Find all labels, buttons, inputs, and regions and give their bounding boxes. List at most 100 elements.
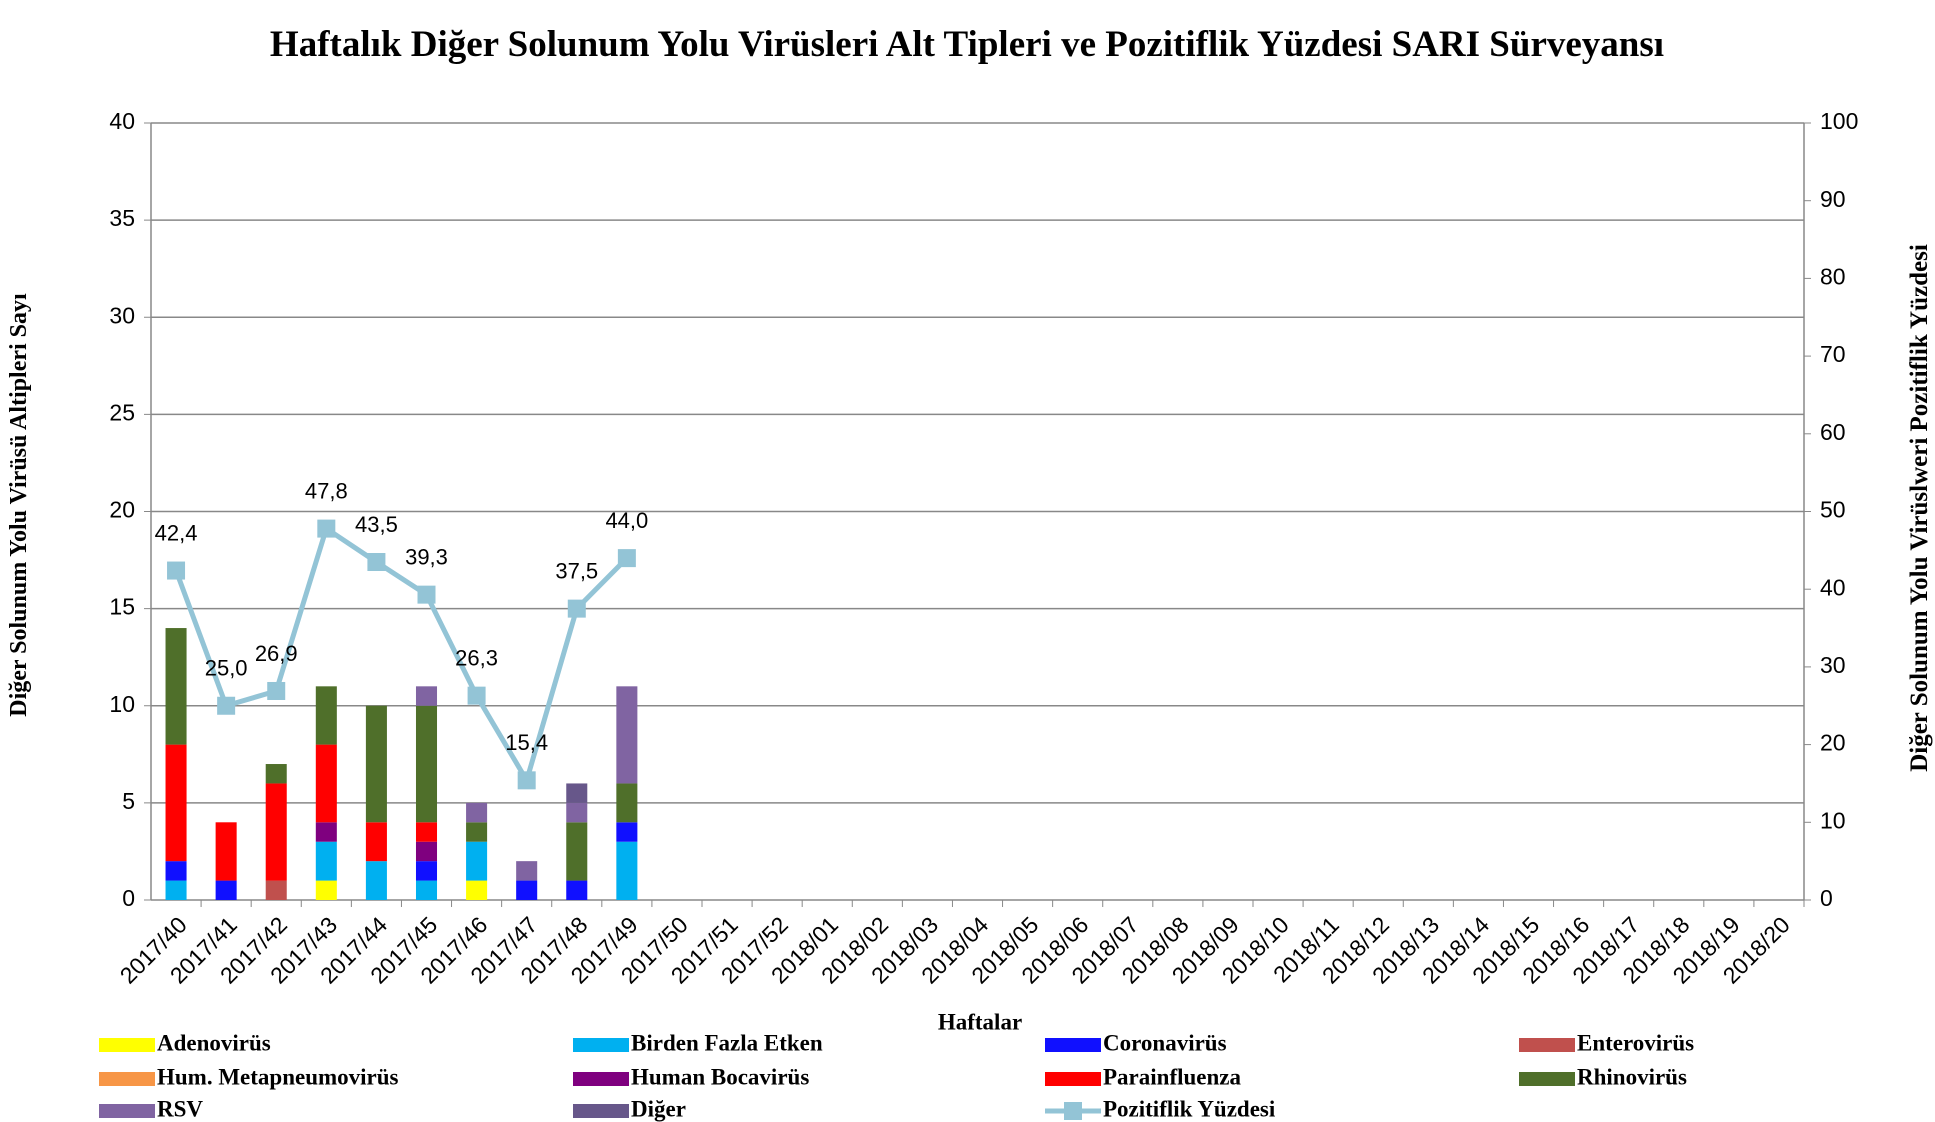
bar-segment: [365, 822, 387, 862]
bar-segment: [616, 822, 638, 842]
legend-swatch: [573, 1104, 629, 1118]
y-tick-label: 5: [122, 788, 135, 814]
y-tick-label: 30: [109, 302, 135, 328]
data-label: 26,9: [255, 641, 298, 666]
y2-tick-label: 50: [1820, 497, 1846, 523]
y-tick-label: 25: [109, 399, 135, 425]
bar-segment: [165, 880, 187, 900]
legend-swatch: [99, 1038, 155, 1052]
legend-swatch: [99, 1104, 155, 1118]
bar-segment: [315, 841, 337, 881]
x-axis-title: Haftalar: [938, 1009, 1022, 1034]
legend-label: Adenovirüs: [157, 1030, 271, 1055]
data-label: 44,0: [605, 508, 648, 533]
chart-title: Haftalık Diğer Solunum Yolu Virüsleri Al…: [269, 24, 1665, 65]
bar-segment: [165, 628, 187, 745]
y-axis-title: Diğer Solunum Yolu Virüsü Altipleri Sayı: [6, 293, 32, 717]
y2-tick-label: 10: [1820, 807, 1846, 833]
bar-segment: [265, 880, 287, 900]
legend-label: Rhinovirüs: [1577, 1064, 1687, 1089]
data-label: 43,5: [355, 512, 398, 537]
legend-label: Enterovirüs: [1577, 1030, 1694, 1055]
data-label: 37,5: [555, 558, 598, 583]
bar-segment: [215, 822, 237, 881]
bar-segment: [566, 802, 588, 823]
legend-swatch: [573, 1038, 629, 1052]
line-marker: [167, 561, 186, 580]
bar-segment: [566, 880, 588, 900]
bar-segment: [415, 841, 438, 862]
line-marker: [417, 585, 436, 604]
y-tick-label: 0: [122, 885, 135, 911]
bar-segment: [365, 861, 387, 900]
y2-axis-title: Diğer Solunum Yolu Virüslweri Pozitiflik…: [1906, 244, 1933, 772]
line: [173, 524, 629, 787]
y-tick-label: 35: [109, 205, 135, 231]
bar-segment: [516, 880, 538, 900]
legend-label: Human Bocavirüs: [631, 1064, 809, 1089]
bar-segment: [566, 783, 588, 803]
bar-segment: [616, 783, 638, 823]
bar-segment: [165, 861, 187, 881]
y2-tick-label: 80: [1820, 263, 1846, 289]
legend-label: RSV: [157, 1096, 203, 1121]
legend-label: Diğer: [631, 1096, 686, 1121]
line-marker: [467, 686, 486, 705]
bar-segment: [165, 744, 187, 862]
bar-segment: [415, 822, 438, 842]
bar-segment: [265, 764, 287, 784]
legend-label: Hum. Metapneumovirüs: [157, 1064, 399, 1089]
y2-tick-label: 100: [1820, 108, 1858, 134]
data-label: 42,4: [155, 520, 198, 545]
bar-segment: [315, 822, 337, 842]
y2-tick-label: 0: [1820, 885, 1833, 911]
legend-swatch: [1519, 1038, 1575, 1052]
bar-segment: [466, 822, 488, 842]
legend-swatch: [1064, 1102, 1082, 1120]
line-marker: [267, 681, 286, 700]
bar-segment: [215, 880, 237, 900]
y2-tick-label: 70: [1820, 341, 1846, 367]
y-tick-label: 10: [109, 691, 135, 717]
y-tick-label: 40: [109, 108, 135, 134]
bar-segment: [415, 705, 438, 823]
data-label: 15,4: [505, 730, 548, 755]
bar-segment: [365, 705, 387, 823]
bar-segment: [315, 880, 337, 900]
y2-tick-label: 90: [1820, 186, 1846, 212]
bar-segment: [616, 841, 638, 900]
line-marker: [367, 553, 386, 572]
bar-segment: [265, 783, 287, 881]
line-marker: [617, 549, 636, 568]
line-marker: [317, 519, 336, 538]
legend-label: Coronavirüs: [1103, 1030, 1227, 1055]
y2-tick-label: 40: [1820, 574, 1846, 600]
bar-segment: [466, 841, 488, 881]
bar-segment: [415, 686, 438, 706]
legend-swatch: [1045, 1072, 1101, 1086]
bar-segment: [415, 880, 438, 900]
legend-swatch: [1519, 1072, 1575, 1086]
legend-label: Pozitiflik Yüzdesi: [1103, 1096, 1276, 1121]
bar-segment: [566, 822, 588, 881]
line-marker: [567, 599, 586, 618]
y2-tick-label: 30: [1820, 652, 1846, 678]
bar-segment: [466, 802, 488, 823]
bar-segment: [315, 686, 337, 745]
data-label: 25,0: [205, 656, 248, 681]
y-tick-label: 20: [109, 497, 135, 523]
data-label: 26,3: [455, 645, 498, 670]
bar-segment: [415, 861, 438, 881]
line-marker: [217, 696, 236, 715]
bar-segment: [315, 744, 337, 823]
legend-swatch: [573, 1072, 629, 1086]
bar-segment: [466, 880, 488, 900]
data-label: 39,3: [405, 544, 448, 569]
bar-segment: [516, 861, 538, 881]
legend-swatch: [1045, 1038, 1101, 1052]
y2-tick-label: 60: [1820, 419, 1846, 445]
legend-swatch: [99, 1072, 155, 1086]
bar-segment: [616, 686, 638, 784]
legend-label: Birden Fazla Etken: [631, 1030, 823, 1055]
